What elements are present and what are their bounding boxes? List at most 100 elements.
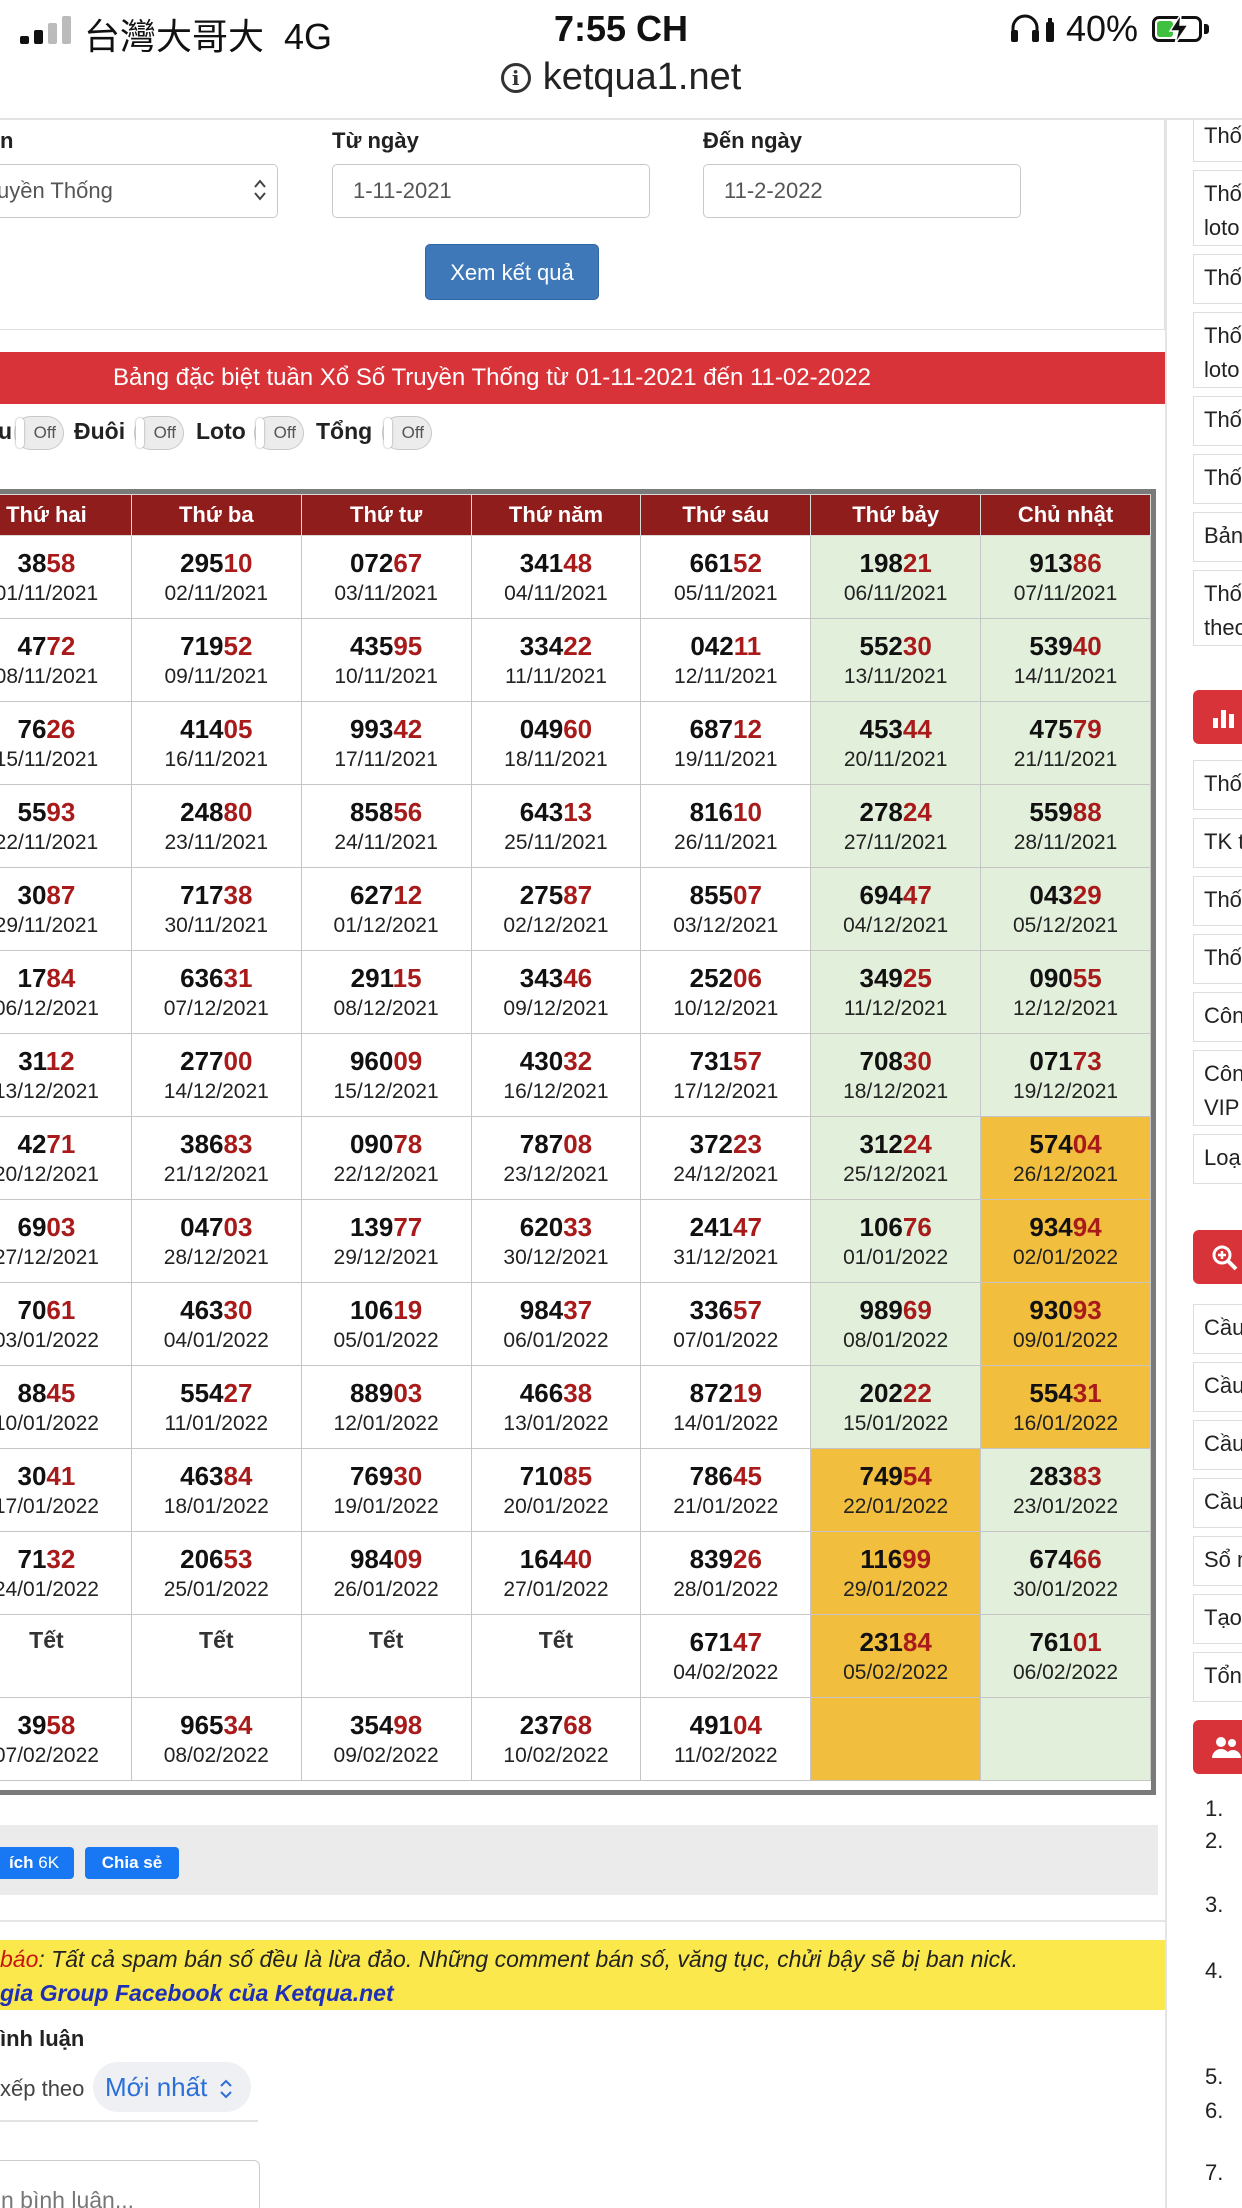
draw-date: 20/11/2021: [843, 748, 948, 771]
draw-date: 02/01/2022: [1012, 1246, 1119, 1269]
sidebar-link[interactable]: Cầu: [1193, 1304, 1242, 1354]
result-cell: 11699 29/01/2022: [810, 1531, 982, 1615]
sidebar-link[interactable]: Thốnloto: [1193, 170, 1242, 246]
result-cell: 43595 10/11/2021: [300, 618, 472, 702]
draw-date: 11/11/2021: [504, 665, 607, 688]
comment-input[interactable]: n bình luận...: [0, 2160, 260, 2208]
from-date-input[interactable]: 1-11-2021: [332, 164, 650, 218]
special-number: 04211: [690, 631, 762, 661]
special-number: 78645: [689, 1461, 762, 1491]
draw-date: 27/11/2021: [843, 831, 948, 854]
to-date-input[interactable]: 11-2-2022: [703, 164, 1021, 218]
sidebar-link[interactable]: Thốn: [1193, 120, 1242, 162]
toggle-tong[interactable]: Off: [382, 416, 432, 450]
draw-date: 16/11/2021: [164, 748, 269, 771]
draw-date: 22/01/2022: [843, 1495, 949, 1518]
special-number: 20222: [859, 1378, 932, 1408]
sidebar-link[interactable]: Bảng: [1193, 512, 1242, 562]
draw-date: 02/12/2021: [503, 914, 609, 937]
draw-date: 28/12/2021: [163, 1246, 269, 1269]
address-bar[interactable]: i ketqua1.net: [0, 56, 1242, 112]
special-number: 10676: [859, 1212, 932, 1242]
users-icon: [1212, 1737, 1241, 1758]
draw-date: 03/11/2021: [334, 582, 438, 605]
special-number: 10619: [349, 1295, 423, 1325]
sidebar-link[interactable]: Tổng: [1193, 1652, 1242, 1702]
sort-select[interactable]: Mới nhất: [93, 2062, 251, 2112]
toggle-duoi[interactable]: Off: [134, 416, 184, 450]
chevron-updown-icon: [219, 2079, 232, 2099]
result-cell: 07173 19/12/2021: [980, 1033, 1151, 1117]
result-cell: [980, 1697, 1151, 1781]
result-cell: 3041 17/01/2022: [0, 1448, 132, 1532]
result-cell: 98969 08/01/2022: [810, 1282, 982, 1366]
special-number: 88903: [349, 1378, 423, 1408]
special-number: 38683: [180, 1129, 253, 1159]
special-number: 53940: [1029, 631, 1102, 661]
sidebar-link[interactable]: Thốn: [1193, 454, 1242, 504]
special-number: 7132: [17, 1544, 76, 1574]
result-cell: 20222 15/01/2022: [810, 1365, 982, 1449]
sidebar-link[interactable]: Thốn: [1193, 254, 1242, 304]
special-number: 83926: [689, 1544, 762, 1574]
column-header: Thứ ba: [130, 494, 302, 536]
draw-date: 10/11/2021: [334, 665, 438, 688]
result-cell: 34346 09/12/2021: [470, 950, 642, 1034]
result-cell: 83926 28/01/2022: [640, 1531, 812, 1615]
special-number: 98437: [519, 1295, 593, 1325]
info-icon[interactable]: i: [500, 62, 531, 93]
sidebar-link[interactable]: Thốnloto: [1193, 312, 1242, 388]
result-cell: 93093 09/01/2022: [980, 1282, 1151, 1366]
results-table-wrapper: Thứ hai Thứ ba Thứ tư Thứ năm Thứ sáu Thứ bảy…: [0, 489, 1156, 1795]
sidebar-link[interactable]: Tạo: [1193, 1594, 1242, 1644]
sidebar-link[interactable]: Thốn: [1193, 876, 1242, 926]
toggle-loto[interactable]: Off: [254, 416, 304, 450]
special-number: 62033: [519, 1212, 593, 1242]
table-row: 4772 08/11/2021 71952 09/11/2021 43595 10/11/…: [0, 618, 1151, 702]
sidebar-link[interactable]: Cầu: [1193, 1420, 1242, 1470]
result-cell: 55431 16/01/2022: [980, 1365, 1151, 1449]
province-label: n: [0, 128, 14, 153]
holiday-label: Tết: [538, 1627, 574, 1653]
sidebar-link[interactable]: Loại: [1193, 1134, 1242, 1184]
sidebar-link[interactable]: Côn VIP: [1193, 1050, 1242, 1126]
special-number: 04960: [519, 714, 593, 744]
draw-date: 21/01/2022: [673, 1495, 779, 1518]
facebook-group-link[interactable]: gia Group Facebook của Ketqua.net: [0, 1980, 394, 2006]
toggle-dau[interactable]: Off: [14, 416, 64, 450]
sidebar-link[interactable]: Côn: [1193, 992, 1242, 1042]
special-number: 55230: [859, 631, 932, 661]
special-number: 20653: [180, 1544, 253, 1574]
sidebar-link[interactable]: Cầu: [1193, 1362, 1242, 1412]
draw-date: 27/01/2022: [503, 1578, 609, 1601]
sidebar-link[interactable]: Cầu: [1193, 1478, 1242, 1528]
sidebar-link[interactable]: Sổ m: [1193, 1536, 1242, 1586]
facebook-like-button[interactable]: ích 6K: [0, 1847, 74, 1879]
result-cell: 4772 08/11/2021: [0, 618, 132, 702]
result-cell: 74954 22/01/2022: [810, 1448, 982, 1532]
result-cell: 4271 20/12/2021: [0, 1116, 132, 1200]
draw-date: 13/12/2021: [0, 1080, 99, 1103]
draw-date: 09/12/2021: [503, 997, 609, 1020]
result-cell: 53940 14/11/2021: [980, 618, 1151, 702]
result-cell: 25206 10/12/2021: [640, 950, 812, 1034]
draw-date: 23/11/2021: [164, 831, 269, 854]
toggle-label: u: [0, 418, 13, 444]
special-number: 76930: [349, 1461, 423, 1491]
result-cell: 23184 05/02/2022: [810, 1614, 982, 1698]
view-results-button[interactable]: Xem kết quả: [425, 244, 599, 300]
result-cell: 57404 26/12/2021: [980, 1116, 1151, 1200]
table-row: Tết Tết Tết Tết 67147 04/02/2022 23184 05/02/20…: [0, 1614, 1151, 1698]
sidebar-link[interactable]: Thốn: [1193, 760, 1242, 810]
special-number: 29510: [180, 548, 253, 578]
special-number: 07173: [1029, 1046, 1102, 1076]
sidebar-link[interactable]: TK t: [1193, 818, 1242, 868]
sidebar-link[interactable]: Thốn: [1193, 396, 1242, 446]
sidebar-link[interactable]: Thốntheo: [1193, 570, 1242, 646]
sidebar-link[interactable]: Thốn: [1193, 934, 1242, 984]
special-number: 45344: [859, 714, 932, 744]
result-cell: 10619 05/01/2022: [300, 1282, 472, 1366]
facebook-share-button[interactable]: Chia sẻ: [85, 1847, 179, 1879]
province-select[interactable]: uyền Thống: [0, 164, 278, 218]
draw-date: 07/02/2022: [0, 1744, 99, 1767]
